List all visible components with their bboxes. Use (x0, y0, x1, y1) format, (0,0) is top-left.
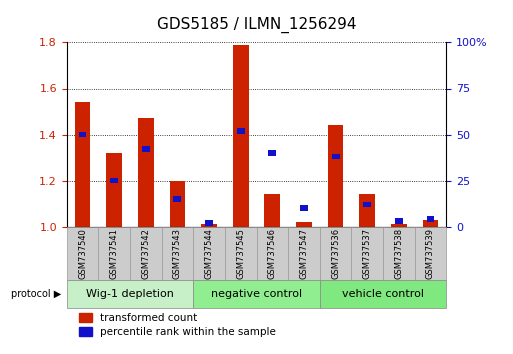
Bar (256, 227, 288, 280)
Bar (320, 280, 446, 308)
Bar (169, 181, 185, 227)
Bar (142, 146, 150, 152)
Text: Wig-1 depletion: Wig-1 depletion (86, 289, 174, 299)
Text: GSM737543: GSM737543 (173, 228, 182, 279)
Bar (173, 196, 182, 202)
Bar (391, 224, 407, 227)
Bar (415, 227, 446, 280)
Bar (300, 205, 308, 211)
Text: GSM737540: GSM737540 (78, 228, 87, 279)
Bar (138, 118, 154, 227)
Bar (193, 280, 320, 308)
Bar (331, 154, 340, 160)
Bar (110, 178, 118, 183)
Bar (359, 194, 375, 227)
Bar (162, 227, 193, 280)
Text: vehicle control: vehicle control (342, 289, 424, 299)
Bar (328, 125, 344, 227)
Bar (78, 132, 87, 137)
Bar (320, 227, 351, 280)
Text: negative control: negative control (211, 289, 302, 299)
Text: GSM737541: GSM737541 (110, 228, 119, 279)
Bar (67, 280, 193, 308)
Bar (383, 227, 415, 280)
Bar (233, 45, 249, 227)
Text: GSM737542: GSM737542 (141, 228, 150, 279)
Text: GSM737544: GSM737544 (205, 228, 213, 279)
Text: GSM737538: GSM737538 (394, 228, 403, 279)
Text: GSM737546: GSM737546 (268, 228, 277, 279)
Text: GSM737537: GSM737537 (363, 228, 372, 279)
Bar (296, 222, 312, 227)
Bar (236, 128, 245, 134)
Text: GSM737539: GSM737539 (426, 228, 435, 279)
Bar (351, 227, 383, 280)
Bar (130, 227, 162, 280)
Bar (98, 227, 130, 280)
Bar (288, 227, 320, 280)
Text: GSM737547: GSM737547 (300, 228, 308, 279)
Text: GDS5185 / ILMN_1256294: GDS5185 / ILMN_1256294 (157, 17, 356, 33)
Bar (264, 194, 280, 227)
Text: GSM737536: GSM737536 (331, 228, 340, 279)
Bar (395, 218, 403, 224)
Bar (67, 227, 98, 280)
Bar (193, 227, 225, 280)
Bar (201, 224, 217, 227)
Text: GSM737545: GSM737545 (236, 228, 245, 279)
Legend: transformed count, percentile rank within the sample: transformed count, percentile rank withi… (80, 313, 276, 337)
Bar (205, 220, 213, 226)
Text: protocol ▶: protocol ▶ (11, 289, 62, 299)
Bar (225, 227, 256, 280)
Bar (268, 150, 277, 156)
Bar (426, 216, 435, 222)
Bar (74, 102, 90, 227)
Bar (106, 153, 122, 227)
Bar (363, 201, 371, 207)
Bar (423, 219, 439, 227)
